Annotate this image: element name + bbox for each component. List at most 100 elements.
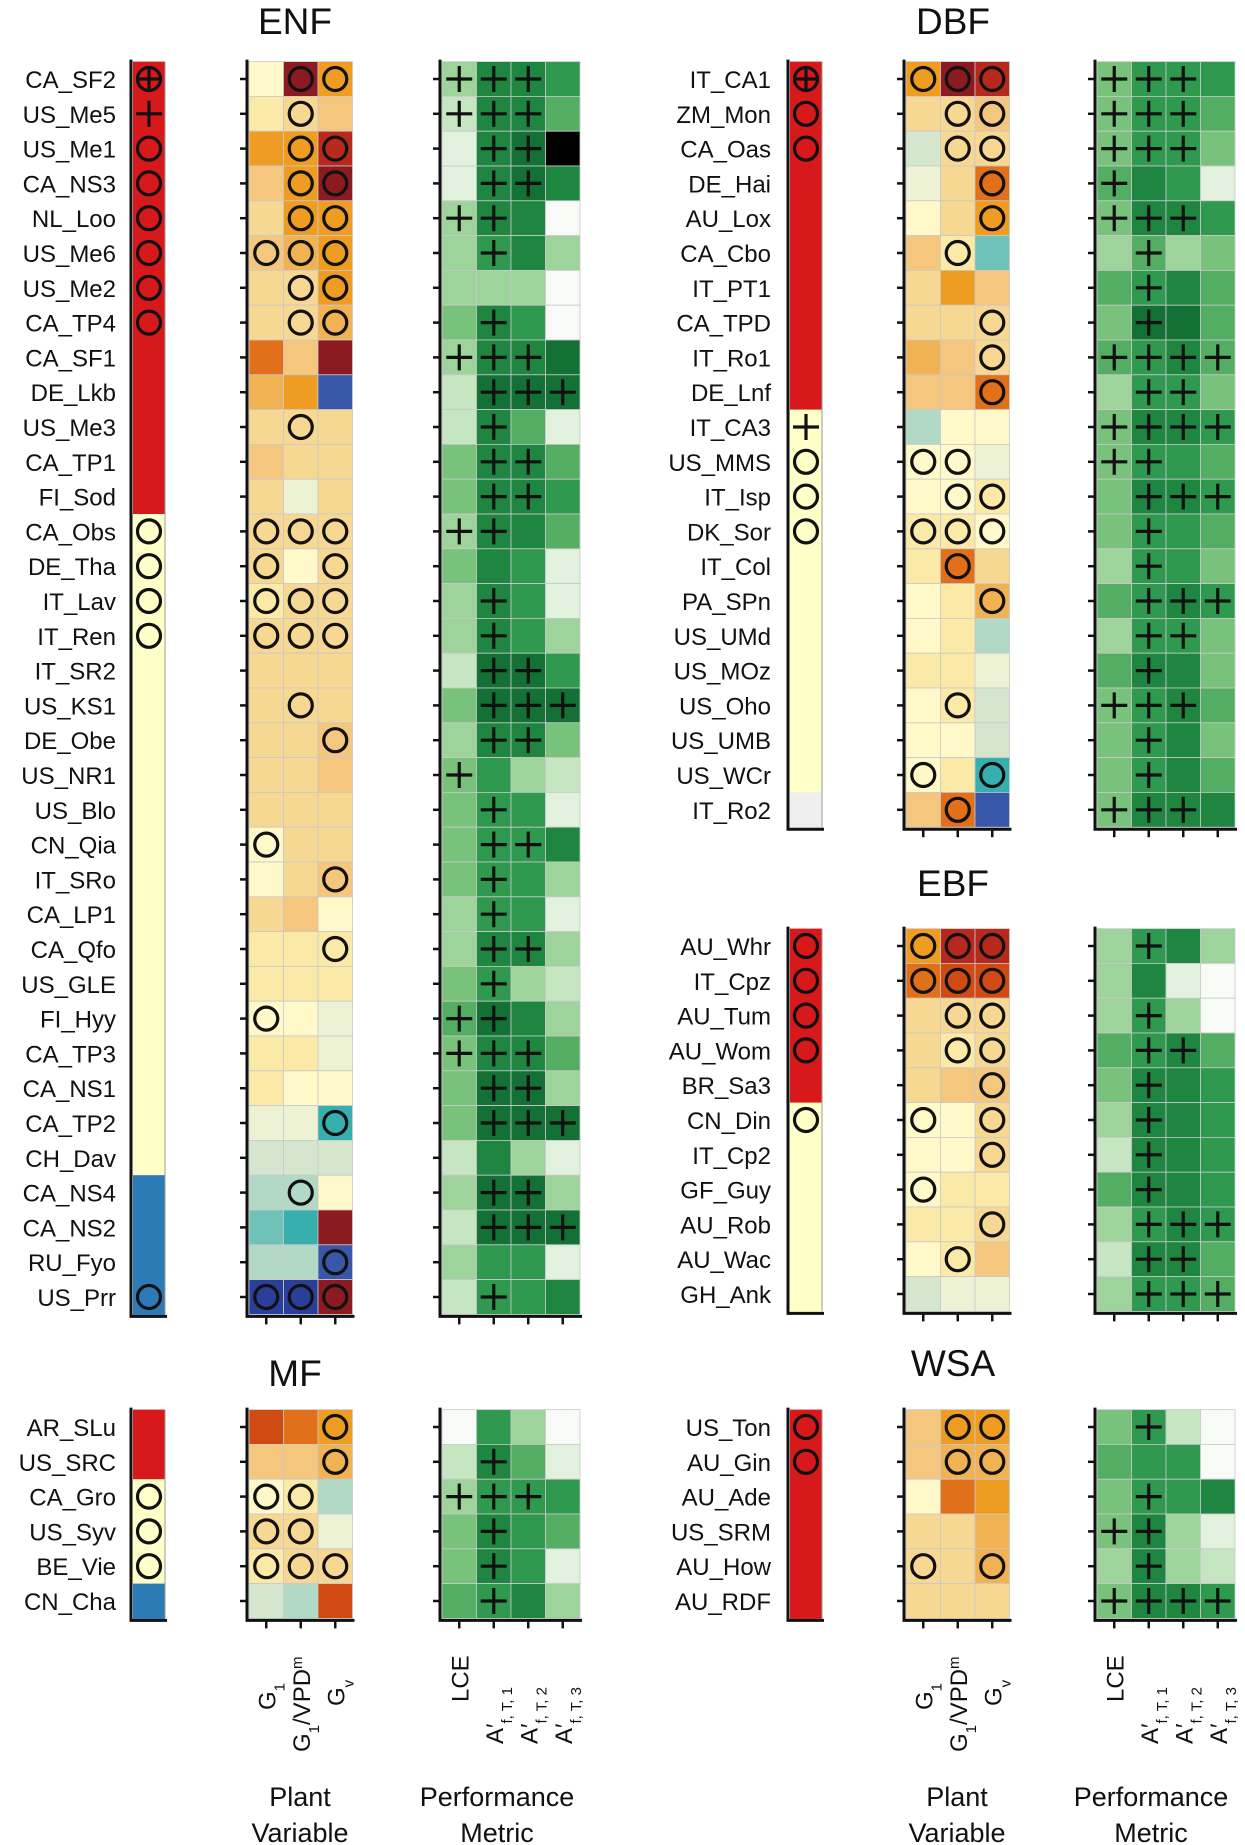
perf-cell [510,409,546,445]
plant-cell [248,687,284,724]
class-cell [133,757,165,793]
cross-mark [480,657,507,684]
site-label: AU_Ade [682,1485,771,1512]
circle-mark [322,866,349,893]
col-label-aft2: A′f, T, 2 [1171,1687,1205,1744]
circle-mark [792,448,820,475]
circle-mark [792,932,820,960]
perf-cell [1200,443,1236,480]
perf-cell [545,478,581,515]
panel-title: WSA [911,1343,996,1384]
axis-title-perf: Metric [1114,1818,1188,1845]
cross-mark [1170,1281,1197,1307]
plant-cell [317,687,353,724]
class-cell [790,757,822,793]
class-cell [133,931,165,967]
class-cell [133,653,165,689]
site-label: IT_SRo [35,867,116,894]
cross-mark [1204,1281,1231,1307]
plant-cell [940,722,976,758]
site-label: IT_Col [700,554,771,581]
plant-cell [940,165,976,202]
label-part: LCE [447,1655,474,1702]
cross-mark [480,66,507,92]
plant-cell [905,478,941,515]
cross-mark [549,379,576,406]
cross-mark [480,518,507,545]
circle-mark [944,239,971,267]
plant-cell [905,687,941,724]
plant-cell [248,339,284,376]
plant-cell [248,304,284,341]
cross-mark [446,518,473,545]
perf-cell [1096,1409,1132,1445]
cross-mark [1101,100,1128,127]
circle-mark [944,65,971,93]
circle-mark [792,1413,820,1441]
perf-cell [1165,1067,1201,1104]
perf-cell [1165,269,1201,306]
label-part: A′ [1171,1723,1198,1744]
circle-mark [253,1283,280,1311]
site-label: CA_TP2 [25,1111,116,1138]
plant-cell [283,339,319,376]
cross-mark [480,796,507,823]
perf-cell [441,792,477,828]
circle-mark [287,1518,314,1545]
cross-mark [549,1110,576,1136]
cross-mark [1135,1553,1162,1580]
circle-mark [322,239,349,267]
site-label: BR_Sa3 [682,1073,771,1100]
plant-cell [248,200,284,237]
cross-mark [1170,1211,1197,1238]
perf-cell [1165,513,1201,550]
cross-mark [1204,344,1231,371]
cross-mark [1101,692,1128,719]
circle-mark [322,587,349,615]
label-part: G [323,1687,350,1706]
circle-mark [979,1448,1006,1475]
perf-cell [1165,1102,1201,1138]
plant-cell [905,583,941,619]
circle-mark [287,692,314,719]
plant-cell [940,374,976,410]
perf-cell [545,339,581,376]
perf-cell [1165,1171,1201,1208]
perf-cell [476,269,512,306]
col-label-g1-vpd: G1/VPDm [945,1656,979,1752]
class-cell [790,1276,822,1312]
circle-mark [910,761,937,789]
site-label: DE_Hai [688,171,771,198]
site-label: NL_Loo [32,206,116,233]
circle-mark [944,448,971,475]
perf-cell [545,165,581,202]
perf-cell [1200,1513,1236,1550]
cross-mark [1135,1176,1162,1203]
cross-mark [1204,588,1231,614]
perf-cell [441,1409,477,1445]
plant-cell [248,792,284,828]
plant-cell [905,1137,941,1173]
class-cell [790,653,822,689]
cross-mark [1135,100,1162,127]
site-label: US_MOz [674,659,771,686]
site-label: CN_Din [687,1108,771,1135]
circle-mark [135,274,163,301]
circle-mark [944,483,971,510]
perf-cell [441,1513,477,1550]
circle-mark [287,587,314,615]
perf-cell [441,1140,477,1176]
circle-mark [792,135,820,162]
perf-cell [545,722,581,758]
circle-mark [253,553,280,580]
perf-cell [545,652,581,689]
circle-mark [979,1141,1006,1168]
circle-mark [979,587,1006,615]
plant-cell [317,792,353,828]
cross-mark [480,414,507,440]
perf-cell [441,548,477,584]
circle-mark [287,205,314,232]
plant-cell [974,1171,1010,1208]
plant-cell [940,1583,976,1619]
plant-cell [283,966,319,1002]
